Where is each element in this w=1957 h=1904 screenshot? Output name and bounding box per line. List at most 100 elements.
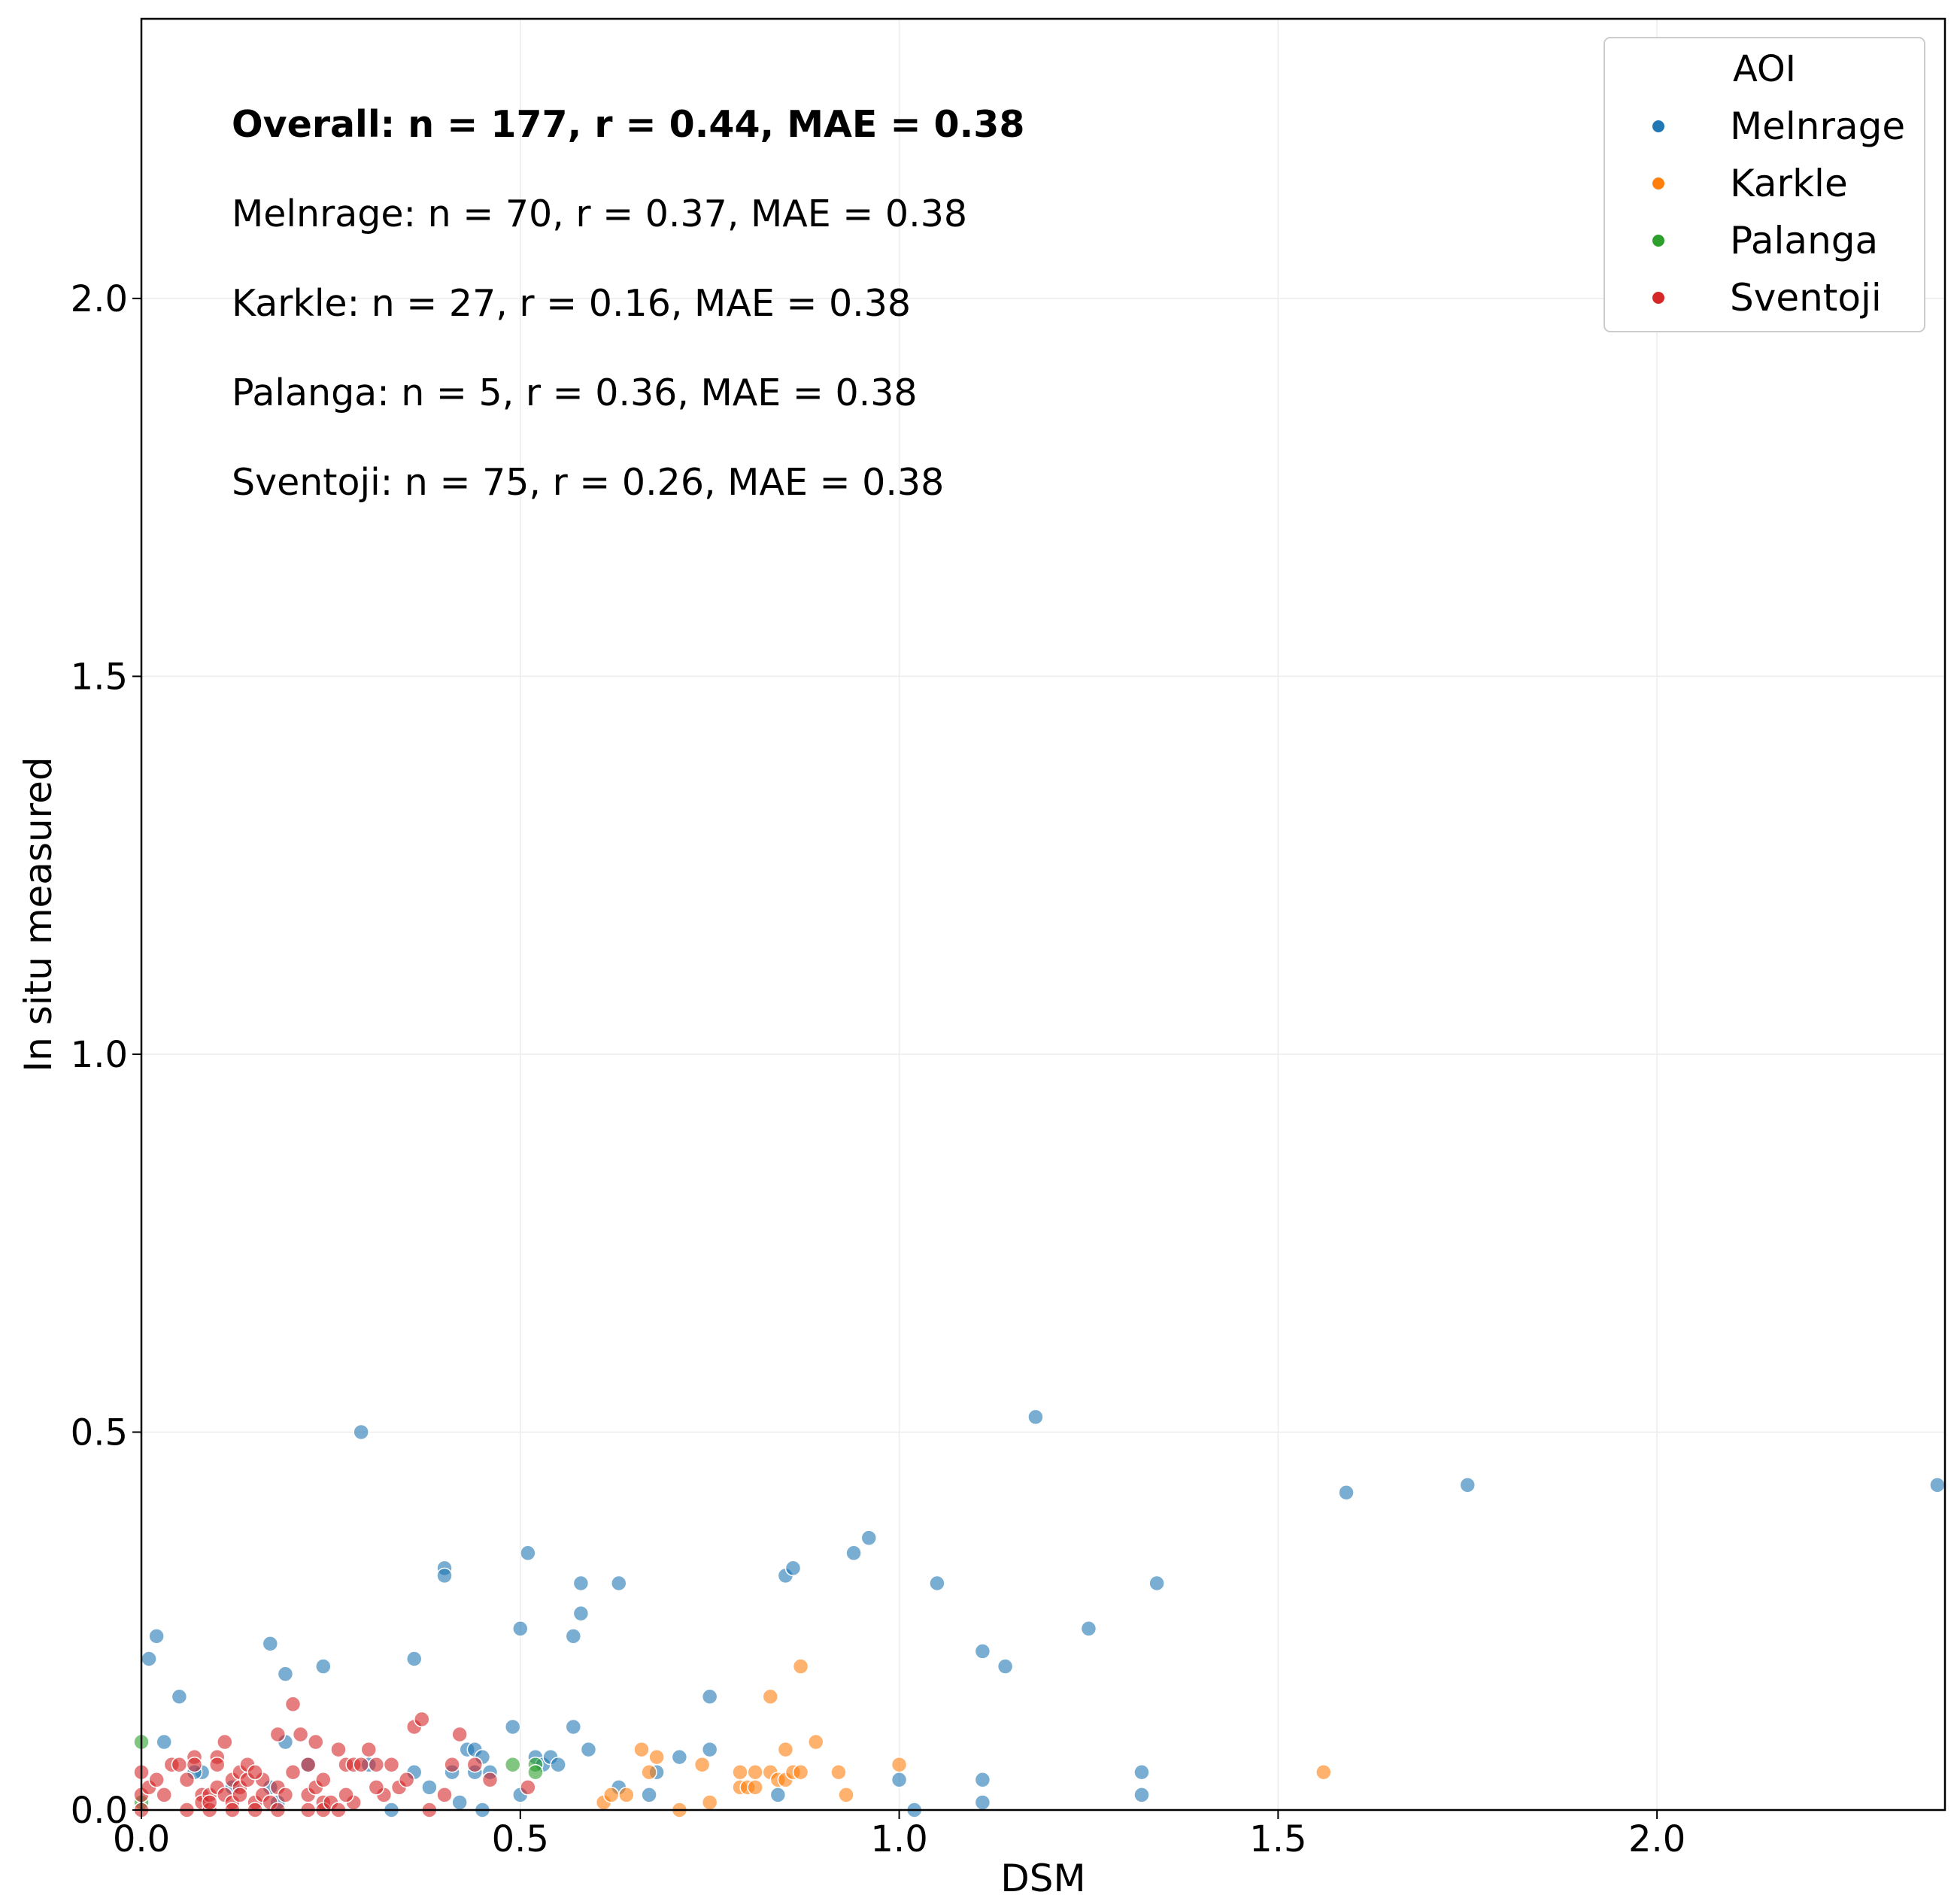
data-point bbox=[148, 1772, 165, 1788]
plot-frame bbox=[140, 17, 1946, 1812]
data-point bbox=[747, 1779, 763, 1796]
data-point bbox=[217, 1733, 233, 1751]
data-point bbox=[891, 1756, 908, 1773]
data-point bbox=[1133, 1763, 1150, 1781]
data-point bbox=[156, 1733, 172, 1751]
data-point bbox=[284, 1763, 302, 1781]
data-point bbox=[565, 1718, 582, 1736]
data-point bbox=[178, 1772, 196, 1788]
data-point bbox=[148, 1628, 165, 1645]
data-point bbox=[466, 1756, 484, 1773]
legend-box bbox=[1604, 37, 1925, 332]
data-point bbox=[201, 1794, 218, 1811]
stats-annotation: Melnrage: n = 70, r = 0.37, MAE = 0.38 bbox=[232, 193, 967, 235]
data-point bbox=[565, 1628, 582, 1645]
data-point bbox=[527, 1763, 544, 1781]
data-point bbox=[504, 1756, 521, 1773]
data-point bbox=[414, 1711, 430, 1728]
data-point bbox=[860, 1530, 878, 1546]
data-point bbox=[330, 1741, 347, 1758]
x-tick-label: 1.0 bbox=[870, 1818, 927, 1860]
data-point bbox=[572, 1605, 590, 1622]
data-point bbox=[701, 1794, 718, 1811]
x-tick-label: 0.0 bbox=[113, 1818, 170, 1860]
legend-marker bbox=[1652, 235, 1664, 247]
data-points bbox=[133, 1408, 1946, 1818]
data-point bbox=[701, 1741, 718, 1758]
data-point bbox=[641, 1787, 657, 1803]
y-axis-label: In situ measured bbox=[17, 756, 60, 1072]
data-point bbox=[648, 1748, 665, 1766]
data-point bbox=[247, 1763, 263, 1781]
data-point bbox=[1459, 1477, 1476, 1493]
data-point bbox=[618, 1787, 635, 1803]
data-point bbox=[777, 1741, 794, 1758]
data-point bbox=[784, 1560, 802, 1577]
data-point bbox=[520, 1545, 536, 1562]
data-point bbox=[845, 1545, 862, 1562]
data-point bbox=[997, 1658, 1014, 1675]
data-point bbox=[269, 1726, 287, 1743]
data-point bbox=[520, 1779, 536, 1796]
data-point bbox=[732, 1763, 748, 1781]
data-point bbox=[838, 1787, 854, 1803]
data-point bbox=[360, 1741, 378, 1758]
data-point bbox=[504, 1718, 521, 1736]
data-point bbox=[769, 1787, 787, 1803]
data-point bbox=[550, 1756, 566, 1773]
data-point bbox=[156, 1787, 172, 1803]
data-point bbox=[315, 1772, 332, 1788]
data-point bbox=[481, 1772, 499, 1788]
stats-annotations: Overall: n = 177, r = 0.44, MAE = 0.38 Me… bbox=[232, 103, 1024, 504]
data-point bbox=[747, 1763, 763, 1781]
legend-label: Sventoji bbox=[1730, 276, 1882, 320]
stats-annotation: Palanga: n = 5, r = 0.36, MAE = 0.38 bbox=[232, 371, 918, 414]
data-point bbox=[572, 1575, 590, 1592]
data-point bbox=[353, 1423, 369, 1441]
data-point bbox=[1027, 1408, 1044, 1426]
y-tick-label: 2.0 bbox=[71, 278, 128, 320]
data-point bbox=[307, 1733, 324, 1751]
data-point bbox=[284, 1696, 302, 1713]
data-point bbox=[277, 1666, 294, 1682]
x-tick-label: 2.0 bbox=[1628, 1818, 1685, 1860]
data-point bbox=[292, 1726, 309, 1743]
data-point bbox=[611, 1575, 627, 1592]
data-point bbox=[405, 1651, 423, 1667]
legend-label: Palanga bbox=[1730, 219, 1878, 262]
data-point bbox=[368, 1779, 385, 1796]
data-point bbox=[891, 1772, 908, 1788]
legend-marker bbox=[1652, 120, 1664, 132]
y-axis-ticks: 0.0 0.5 1.0 1.5 2.0 bbox=[71, 278, 141, 1832]
data-point bbox=[792, 1763, 809, 1781]
data-point bbox=[232, 1787, 248, 1803]
stats-annotation: Overall: n = 177, r = 0.44, MAE = 0.38 bbox=[232, 103, 1024, 146]
data-point bbox=[1338, 1484, 1355, 1501]
y-tick-label: 1.0 bbox=[71, 1034, 128, 1076]
data-point bbox=[451, 1794, 468, 1811]
data-point bbox=[277, 1787, 294, 1803]
data-point bbox=[1315, 1763, 1332, 1781]
data-point bbox=[974, 1772, 991, 1788]
data-point bbox=[512, 1621, 529, 1637]
data-point bbox=[671, 1748, 688, 1766]
data-point bbox=[929, 1575, 945, 1592]
y-tick-label: 0.5 bbox=[71, 1411, 128, 1454]
data-point bbox=[1148, 1575, 1165, 1592]
data-point bbox=[693, 1756, 711, 1773]
data-point bbox=[421, 1779, 438, 1796]
legend-label: Melnrage bbox=[1730, 105, 1905, 148]
y-tick-label: 1.5 bbox=[71, 656, 128, 698]
x-axis-label: DSM bbox=[1000, 1857, 1085, 1900]
data-point bbox=[171, 1688, 188, 1705]
data-point bbox=[602, 1787, 620, 1803]
data-point bbox=[186, 1756, 203, 1773]
data-point bbox=[1080, 1621, 1097, 1637]
data-point bbox=[580, 1741, 597, 1758]
data-point bbox=[262, 1636, 279, 1652]
data-point bbox=[762, 1688, 779, 1705]
data-point bbox=[701, 1688, 718, 1705]
data-point bbox=[792, 1658, 809, 1675]
data-point bbox=[436, 1787, 453, 1803]
legend-marker bbox=[1652, 292, 1664, 304]
